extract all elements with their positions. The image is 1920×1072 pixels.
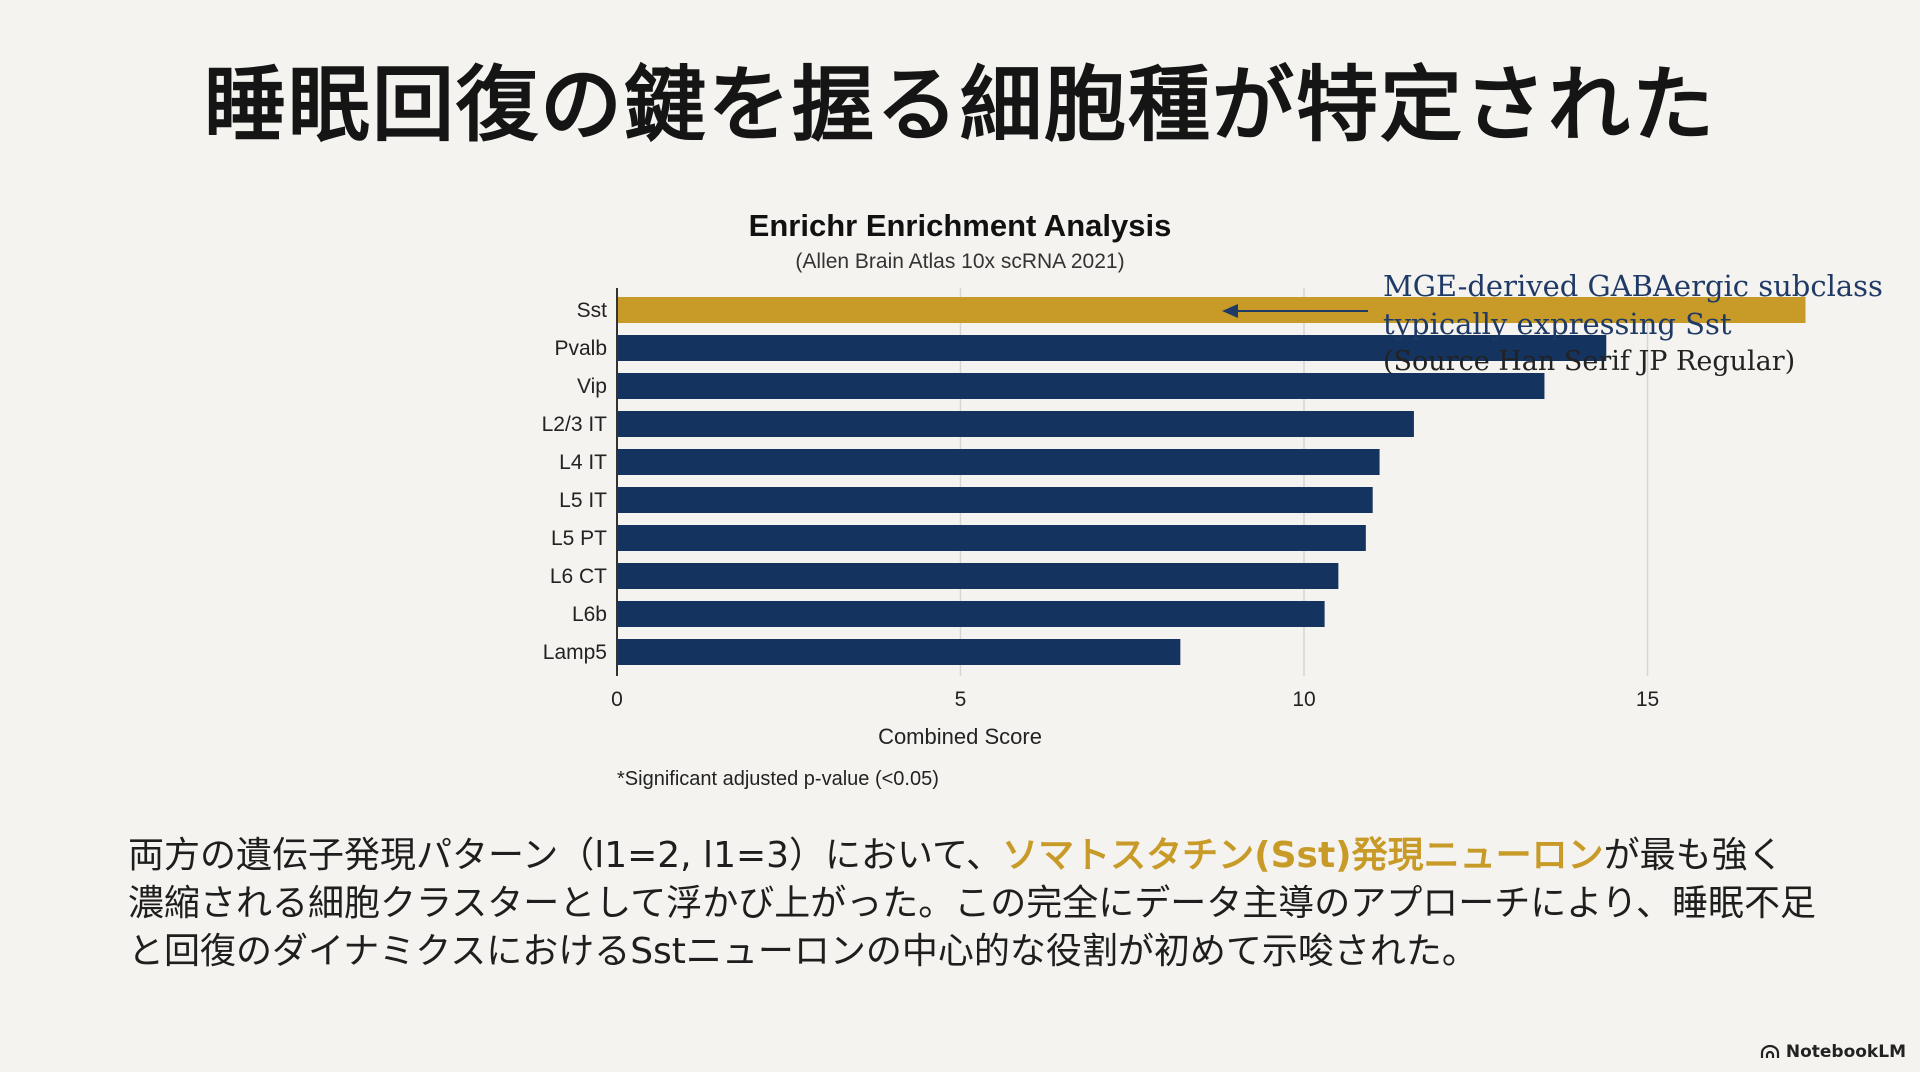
x-tick-label: 15 bbox=[1636, 688, 1659, 711]
category-label: Pvalb bbox=[554, 337, 607, 360]
notebooklm-logo-icon bbox=[1760, 1045, 1779, 1058]
x-tick-label: 5 bbox=[955, 688, 967, 711]
x-tick-label: 0 bbox=[611, 688, 623, 711]
x-tick-labels: 05101520 bbox=[611, 688, 1659, 711]
annotation-arrow bbox=[1222, 304, 1368, 318]
category-label: L6 CT bbox=[550, 565, 607, 588]
category-label: L4 IT bbox=[559, 451, 607, 474]
category-label: L2/3 IT bbox=[542, 413, 608, 436]
category-label: Sst bbox=[577, 299, 608, 322]
x-axis-label: Combined Score bbox=[878, 724, 1042, 749]
bar-pvalb bbox=[618, 335, 1607, 361]
category-labels: Sst Pvalb Vip L2/3 IT L4 IT L5 IT L5 PT L6 CT L6… bbox=[542, 299, 608, 664]
bar-l4-it bbox=[618, 449, 1380, 475]
x-tick-label: 10 bbox=[1292, 688, 1315, 711]
bar-lamp5 bbox=[618, 639, 1181, 665]
annotation-line-1: MGE-derived GABAergic subclass bbox=[1383, 269, 1883, 303]
summary-highlight-sst: ソマトスタチン(Sst)発現ニューロン bbox=[1002, 835, 1604, 876]
chart-footnote: *Significant adjusted p-value (<0.05) bbox=[617, 768, 939, 790]
bar-sst bbox=[618, 297, 1806, 323]
bar-l6-ct bbox=[618, 563, 1339, 589]
bar-l2-3-it bbox=[618, 411, 1414, 437]
category-label: L5 PT bbox=[551, 527, 607, 550]
category-label: Lamp5 bbox=[543, 641, 607, 664]
chart-subtitle: (Allen Brain Atlas 10x scRNA 2021) bbox=[795, 250, 1124, 273]
summary-part-1: 両方の遺伝子発現パターン（l1=2, l1=3）において、 bbox=[128, 835, 1003, 876]
bar-l5-pt bbox=[618, 525, 1366, 551]
bar-vip bbox=[618, 373, 1545, 399]
annotation-source: (Source Han Serif JP Regular) bbox=[1383, 346, 1796, 377]
chart-title: Enrichr Enrichment Analysis bbox=[749, 208, 1172, 243]
slide-title: 睡眠回復の鍵を握る細胞種が特定された bbox=[203, 58, 1716, 153]
enrichment-bar-chart: Enrichr Enrichment Analysis (Allen Brain… bbox=[542, 208, 1806, 790]
annotation-line-2: typically expressing Sst bbox=[1383, 307, 1732, 341]
summary-paragraph: 両方の遺伝子発現パターン（l1=2, l1=3）において、ソマトスタチン(Sst… bbox=[128, 832, 1818, 976]
notebooklm-branding: NotebookLM bbox=[1760, 1042, 1906, 1062]
bar-l5-it bbox=[618, 487, 1373, 513]
brand-label: NotebookLM bbox=[1785, 1042, 1906, 1062]
category-label: Vip bbox=[577, 375, 607, 398]
category-label: L5 IT bbox=[559, 489, 607, 512]
bar-l6b bbox=[618, 601, 1325, 627]
category-label: L6b bbox=[572, 603, 607, 626]
sst-annotation: MGE-derived GABAergic subclass typically… bbox=[1383, 267, 1883, 381]
bars bbox=[618, 297, 1806, 665]
summary-part-2: が最も強く濃縮される細胞クラスターとして浮かび上がった。この完全にデータ主導のア… bbox=[128, 835, 1817, 972]
